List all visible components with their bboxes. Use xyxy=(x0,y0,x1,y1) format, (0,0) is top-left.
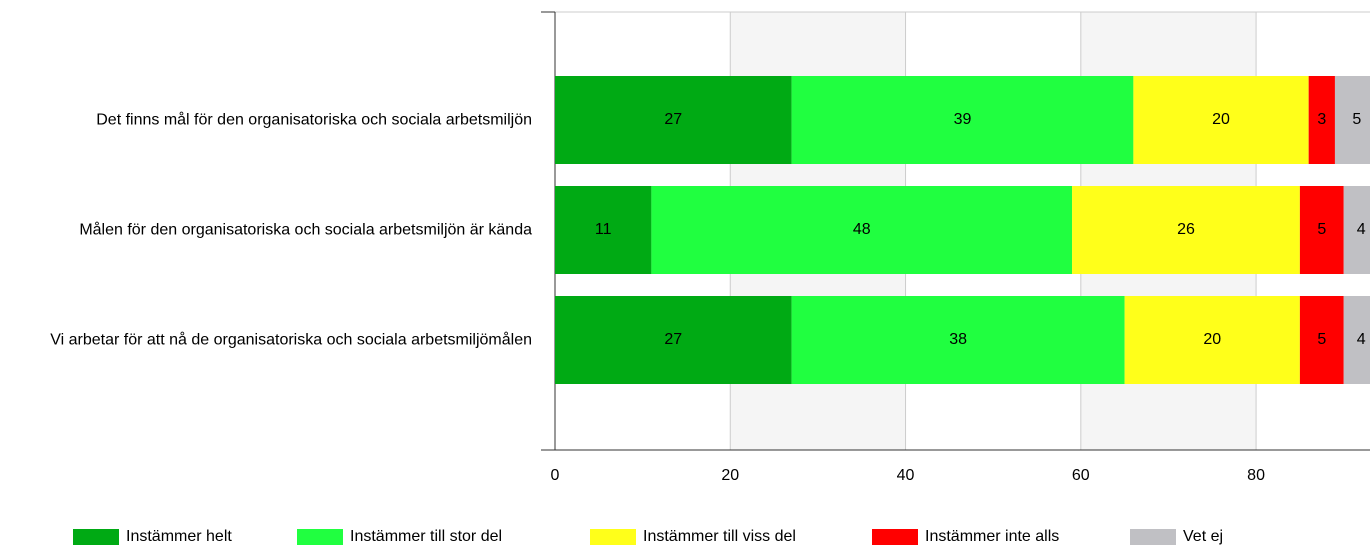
value-label: 48 xyxy=(853,221,871,238)
bar-segment xyxy=(555,186,652,274)
bar-segment xyxy=(1343,186,1370,274)
category-label: Målen för den organisatoriska och social… xyxy=(79,221,532,239)
bar-segment xyxy=(1299,186,1344,274)
value-label: 4 xyxy=(1357,221,1366,238)
category-label: Vi arbetar för att nå de organisatoriska… xyxy=(50,331,532,349)
legend-swatch xyxy=(297,529,343,545)
legend-label: Instämmer helt xyxy=(126,528,232,545)
value-label: 20 xyxy=(1212,111,1230,128)
value-label: 5 xyxy=(1317,331,1326,348)
x-tick-label: 40 xyxy=(897,467,915,484)
x-tick-label: 60 xyxy=(1072,467,1090,484)
bar-segment xyxy=(1343,296,1370,384)
bar-segment xyxy=(791,296,1125,384)
value-label: 5 xyxy=(1352,111,1361,128)
bar-segment xyxy=(791,76,1134,164)
value-label: 3 xyxy=(1317,111,1326,128)
bar-segment xyxy=(1133,76,1309,164)
x-tick-label: 0 xyxy=(551,467,560,484)
legend-label: Vet ej xyxy=(1183,528,1223,545)
bar-segment xyxy=(651,186,1073,274)
bar-segment xyxy=(1124,296,1300,384)
value-label: 26 xyxy=(1177,221,1195,238)
value-label: 27 xyxy=(664,331,682,348)
bar-segment xyxy=(1334,76,1370,164)
bar-segment xyxy=(1308,76,1335,164)
legend-swatch xyxy=(73,529,119,545)
value-label: 39 xyxy=(954,111,972,128)
x-tick-label: 80 xyxy=(1247,467,1265,484)
bars: 27 39 20 3 5 11 48 26 5 4 27 38 20 5 4 xyxy=(555,76,1370,384)
value-label: 20 xyxy=(1203,331,1221,348)
x-tick-label: 20 xyxy=(721,467,739,484)
legend-swatch xyxy=(872,529,918,545)
legend-label: Instämmer inte alls xyxy=(925,528,1059,545)
bar-segment xyxy=(555,76,792,164)
value-label: 4 xyxy=(1357,331,1366,348)
legend-label: Instämmer till viss del xyxy=(643,528,796,545)
category-label: Det finns mål för den organisatoriska oc… xyxy=(96,111,532,129)
bar-segment xyxy=(1299,296,1344,384)
value-label: 27 xyxy=(664,111,682,128)
value-label: 11 xyxy=(595,221,612,238)
legend-swatch xyxy=(590,529,636,545)
legend-label: Instämmer till stor del xyxy=(350,528,502,545)
value-label: 38 xyxy=(949,331,967,348)
legend-swatch xyxy=(1130,529,1176,545)
bar-segment xyxy=(1072,186,1300,274)
value-label: 5 xyxy=(1317,221,1326,238)
bar-segment xyxy=(555,296,792,384)
